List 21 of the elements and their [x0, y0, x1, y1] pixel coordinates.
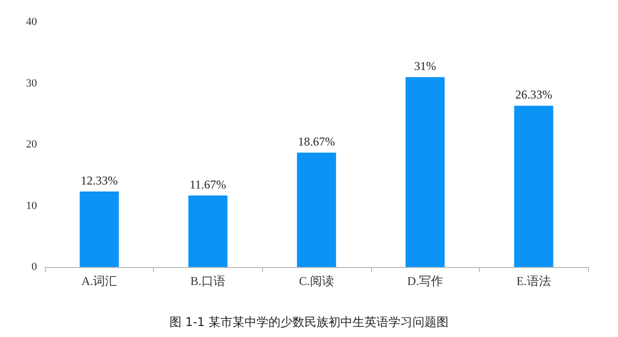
y-tick-label: 10 — [26, 200, 38, 212]
data-label: 26.33% — [515, 88, 552, 102]
x-tick-label: E.语法 — [516, 274, 551, 288]
x-tick-label: C.阅读 — [298, 274, 334, 288]
data-label: 12.33% — [80, 173, 118, 188]
y-tick-label: 20 — [26, 138, 38, 150]
x-tick-label: A.词汇 — [81, 274, 118, 288]
bar — [296, 152, 336, 267]
data-label: 11.67% — [190, 178, 226, 192]
data-label: 18.67% — [298, 134, 335, 149]
bar — [406, 77, 445, 267]
text: 图 1-1 某市某中学的少数民族初中生英语学习问题图 — [169, 315, 449, 329]
y-tick-label: 30 — [26, 77, 38, 90]
y-tick-label: 0 — [32, 261, 38, 273]
y-tick-label: 40 — [26, 16, 38, 28]
data-label: 31% — [414, 59, 436, 74]
x-tick-label: B.口语 — [190, 274, 226, 288]
bar — [80, 191, 119, 267]
bar — [514, 106, 554, 267]
x-tick-label: D.写作 — [407, 274, 443, 288]
bar — [188, 196, 228, 267]
